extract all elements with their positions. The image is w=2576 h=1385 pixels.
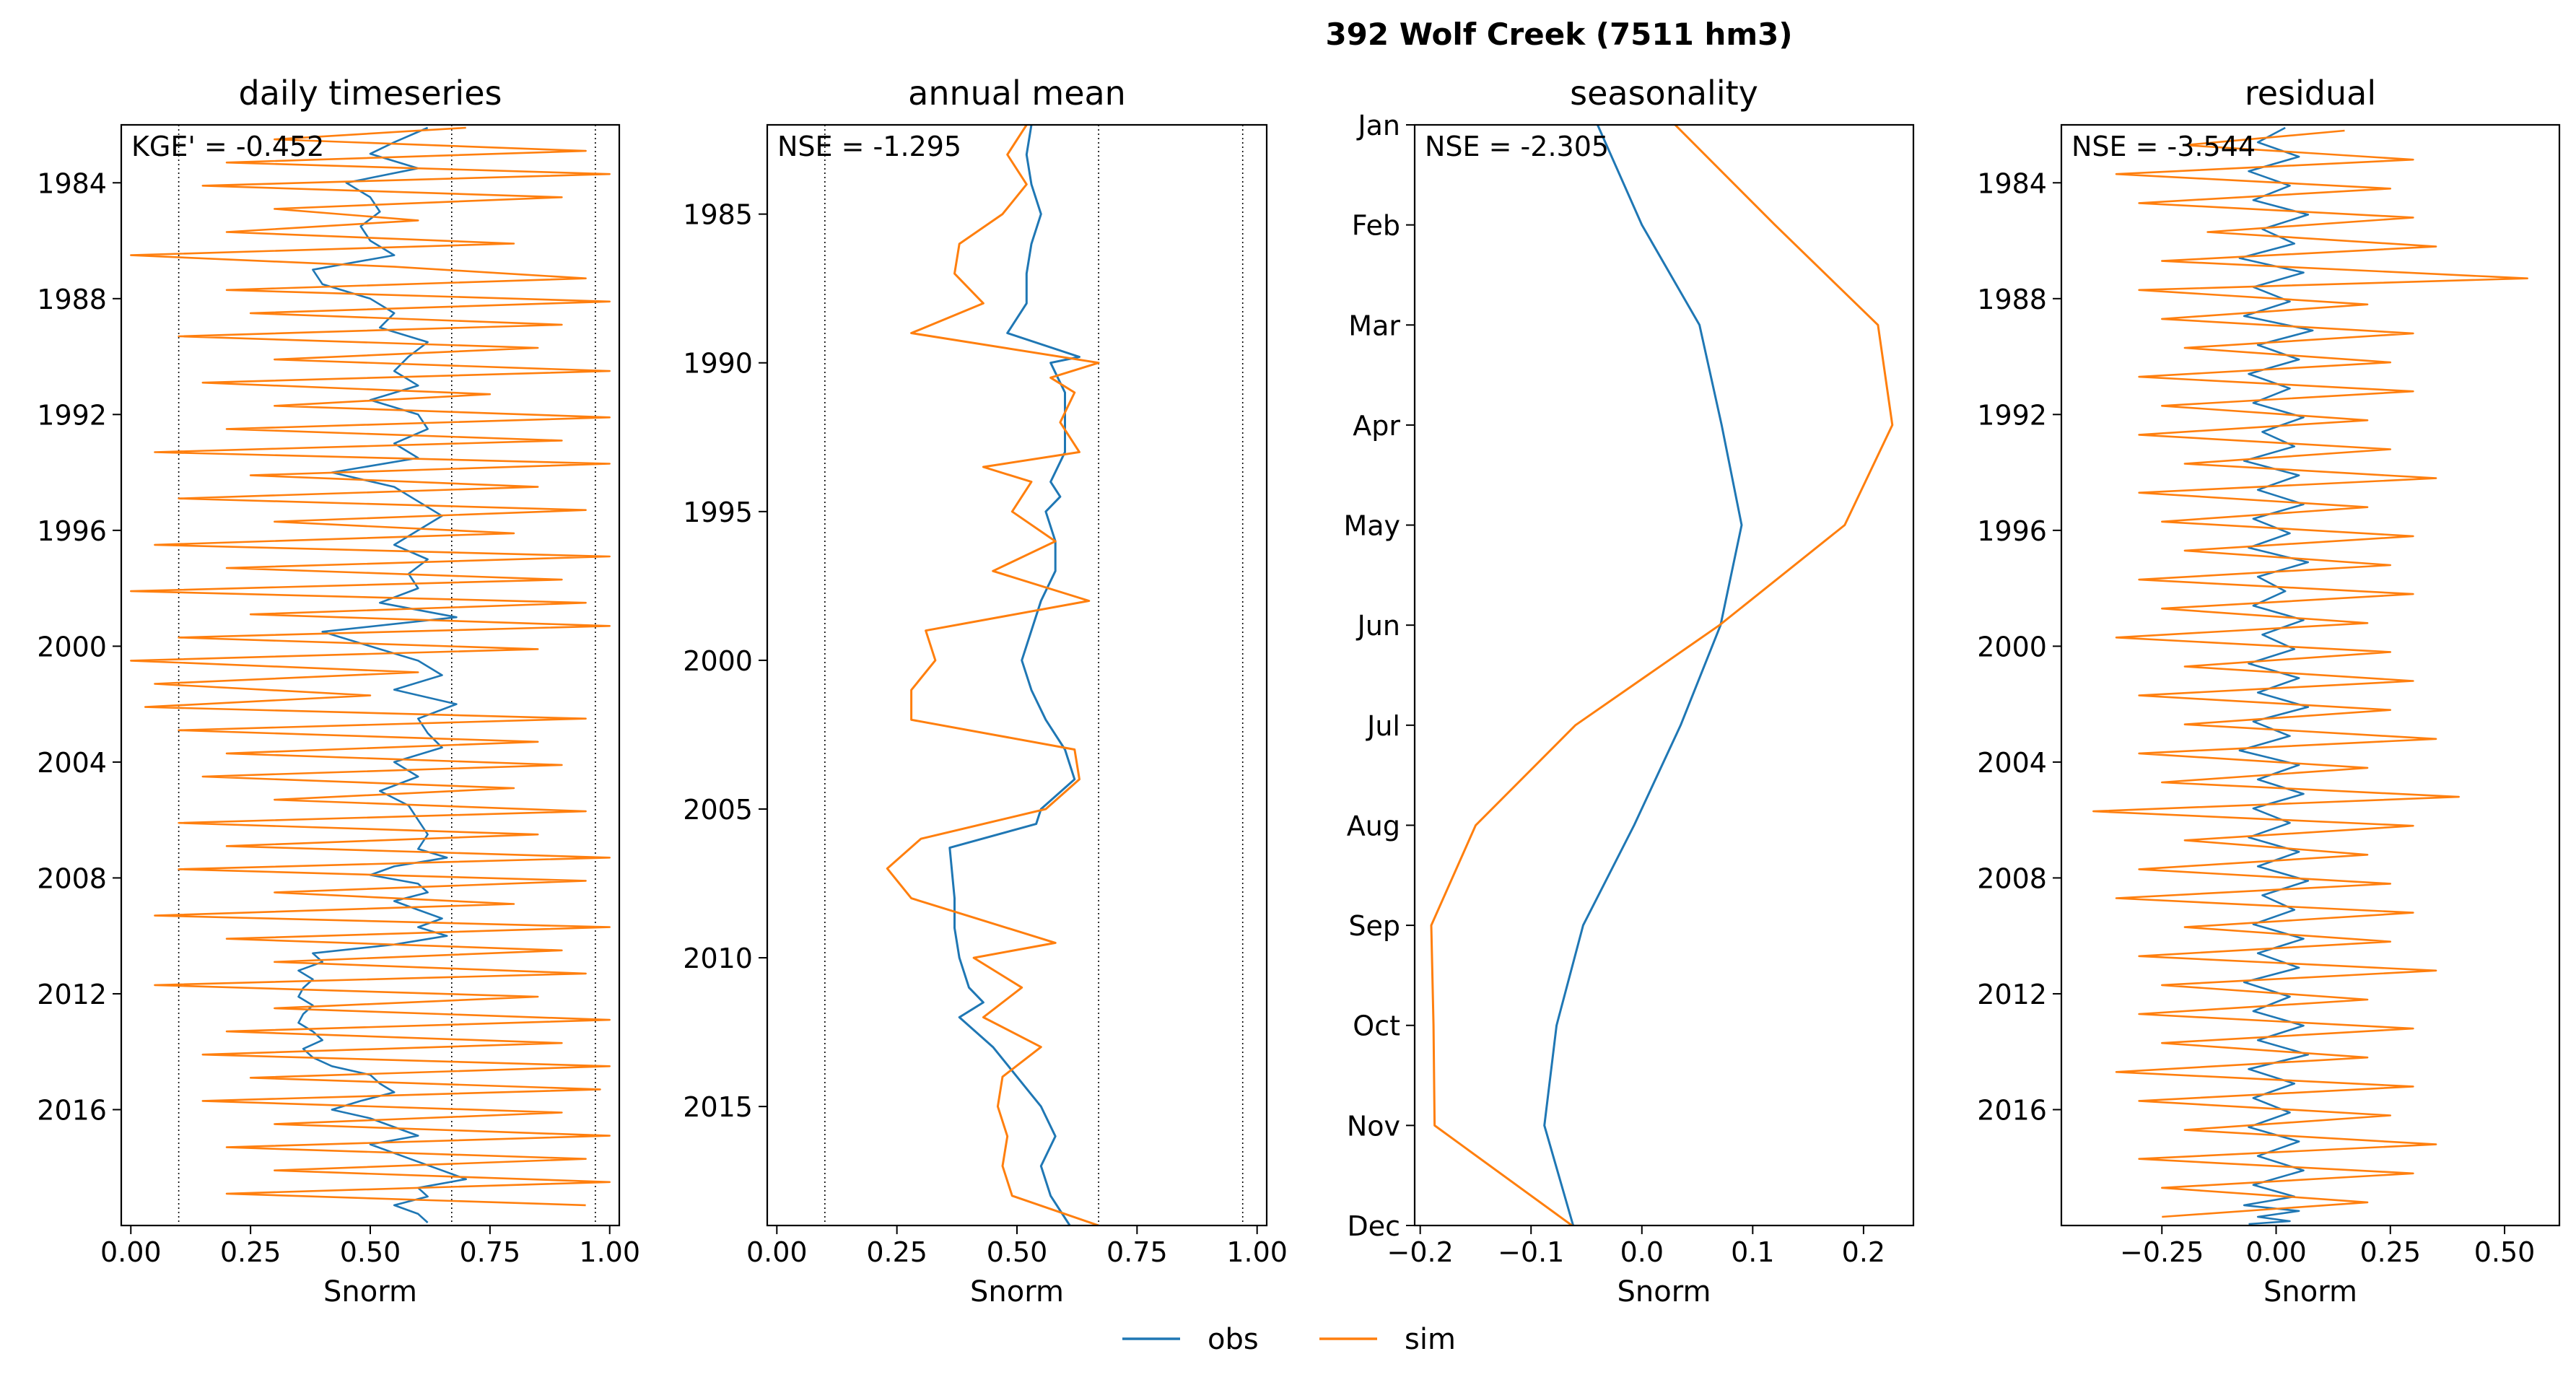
chart-panel-1: daily timeseries KGE' = -0.452 0.00 0.25 0.5…	[37, 74, 640, 1308]
metric-annotation: NSE = -3.544	[2071, 131, 2256, 162]
axes-frame	[2060, 123, 2561, 1227]
y-tick-label: 2005	[683, 794, 753, 826]
metric-annotation: NSE = -1.295	[777, 131, 961, 162]
y-tick-label: 2016	[37, 1094, 107, 1126]
y-tick-label: Jan	[1356, 110, 1400, 141]
x-tick-label: 0.25	[866, 1236, 927, 1268]
series-line-obs	[2238, 126, 2314, 1225]
chart-panels: daily timeseries KGE' = -0.452 0.00 0.25 0.5…	[37, 74, 2561, 1308]
panel-title: seasonality	[1570, 74, 1758, 113]
x-tick-label: 0.50	[2474, 1236, 2536, 1268]
x-axis-label: Snorm	[1617, 1275, 1711, 1308]
series-line-sim	[1430, 125, 1894, 1225]
y-tick-label: 1988	[37, 284, 107, 315]
panel-title: annual mean	[908, 74, 1126, 113]
legend-label-obs: obs	[1208, 1323, 1259, 1356]
y-tick-label: 2008	[1977, 862, 2047, 894]
x-tick-label: 0.25	[220, 1236, 281, 1268]
panel-title: daily timeseries	[239, 74, 502, 113]
chart-panel-2: annual mean NSE = -1.295 0.00 0.25 0.50 0.75 1…	[683, 74, 1288, 1308]
y-tick-label: May	[1343, 510, 1400, 542]
y-tick-label: Dec	[1347, 1210, 1400, 1242]
series-line-sim	[130, 126, 611, 1207]
y-tick-label: 2015	[683, 1091, 753, 1123]
x-tick-label: 0.1	[1731, 1236, 1774, 1268]
y-tick-label: 2008	[37, 862, 107, 894]
y-tick-label: 2016	[1977, 1094, 2047, 1126]
y-tick-label: Jul	[1366, 710, 1400, 742]
y-tick-label: 1992	[1977, 399, 2047, 431]
x-tick-label: 0.00	[746, 1236, 808, 1268]
series-line-sim	[886, 125, 1100, 1225]
y-tick-label: Apr	[1353, 410, 1400, 442]
y-tick-label: Feb	[1352, 210, 1400, 242]
x-tick-label: −0.1	[1498, 1236, 1564, 1268]
metric-annotation: NSE = -2.305	[1425, 131, 1609, 162]
x-axis-label: Snorm	[970, 1275, 1064, 1308]
x-tick-label: 1.00	[579, 1236, 640, 1268]
x-tick-label: 0.25	[2359, 1236, 2421, 1268]
x-tick-label: 1.00	[1226, 1236, 1288, 1268]
axes-frame	[1413, 123, 1915, 1227]
x-tick-label: −0.2	[1387, 1236, 1454, 1268]
y-tick-label: 2004	[1977, 747, 2047, 779]
legend: obs sim	[1122, 1323, 1456, 1356]
x-tick-label: 0.75	[1106, 1236, 1168, 1268]
y-tick-label: Aug	[1347, 810, 1400, 842]
y-tick-label: 1992	[37, 399, 107, 431]
y-tick-label: 1990	[683, 348, 753, 380]
y-tick-label: 2012	[1977, 979, 2047, 1010]
metric-annotation: KGE' = -0.452	[131, 131, 324, 162]
y-tick-label: 1995	[683, 497, 753, 528]
figure-title: 392 Wolf Creek (7511 hm3)	[1325, 17, 1792, 52]
series-line-obs	[297, 126, 467, 1223]
x-tick-label: 0.00	[100, 1236, 162, 1268]
y-tick-label: 1988	[1977, 284, 2047, 315]
x-tick-label: 0.50	[987, 1236, 1048, 1268]
y-tick-label: Sep	[1348, 910, 1400, 942]
y-tick-label: Mar	[1348, 310, 1400, 341]
y-tick-label: Oct	[1353, 1010, 1400, 1042]
chart-panel-4: residual NSE = -3.544 −0.25 0.00 0.25 0.50 Sno…	[1977, 74, 2561, 1308]
x-tick-label: 0.50	[340, 1236, 401, 1268]
panel-title: residual	[2245, 74, 2376, 113]
series-line-sim	[2092, 129, 2528, 1218]
y-tick-label: 1996	[1977, 515, 2047, 547]
x-tick-label: 0.0	[1620, 1236, 1664, 1268]
y-tick-label: 2010	[683, 943, 753, 974]
y-tick-label: 2000	[37, 631, 107, 663]
y-tick-label: 1985	[683, 199, 753, 231]
legend-label-sim: sim	[1405, 1323, 1456, 1356]
x-tick-label: 0.00	[2245, 1236, 2307, 1268]
x-axis-label: Snorm	[323, 1275, 417, 1308]
y-tick-label: Nov	[1347, 1110, 1400, 1142]
y-tick-label: Jun	[1356, 610, 1400, 642]
y-tick-label: 2000	[683, 645, 753, 677]
x-tick-label: 0.75	[460, 1236, 521, 1268]
chart-panel-3: seasonality NSE = -2.305 −0.2 −0.1 0.0 0.1 0.2…	[1343, 74, 1915, 1308]
y-tick-label: 1984	[37, 167, 107, 199]
x-tick-label: −0.25	[2120, 1236, 2204, 1268]
y-tick-label: 2004	[37, 747, 107, 779]
series-line-obs	[1543, 125, 1743, 1225]
axes-frame	[766, 123, 1268, 1227]
y-tick-label: 1996	[37, 515, 107, 547]
y-tick-label: 2012	[37, 979, 107, 1010]
series-line-obs	[948, 125, 1080, 1225]
x-axis-label: Snorm	[2263, 1275, 2357, 1308]
y-tick-label: 1984	[1977, 167, 2047, 199]
y-tick-label: 2000	[1977, 631, 2047, 663]
x-tick-label: 0.2	[1842, 1236, 1885, 1268]
